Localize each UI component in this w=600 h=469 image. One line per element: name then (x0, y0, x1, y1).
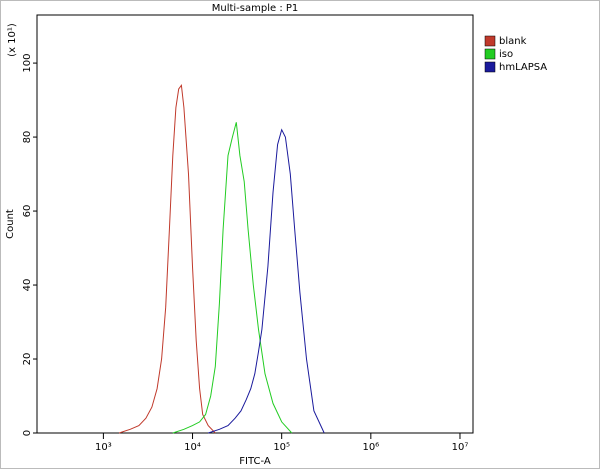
x-axis-label: FITC-A (239, 456, 271, 467)
y-tick-label: 100 (22, 54, 33, 73)
plot-area (36, 14, 474, 434)
legend-label: blank (499, 36, 527, 47)
x-tick-label: 10⁷ (452, 442, 469, 453)
y-tick-label: 20 (22, 353, 33, 366)
x-tick-label: 10⁵ (273, 442, 290, 453)
y-tick-label: 40 (22, 279, 33, 292)
series-line (208, 128, 325, 434)
legend-label: hmLAPSA (499, 62, 547, 73)
y-axis-label: Count (5, 209, 16, 239)
y-tick-label: 80 (22, 131, 33, 144)
legend-swatch (484, 35, 496, 47)
y-multiplier: (x 10¹) (7, 23, 18, 57)
legend-swatch (484, 48, 496, 60)
y-tick-label: 60 (22, 205, 33, 218)
x-tick-label: 10⁴ (184, 442, 201, 453)
series-line (172, 122, 293, 434)
legend-swatch (484, 61, 496, 73)
chart-title: Multi-sample : P1 (212, 3, 299, 14)
series-line (118, 83, 216, 434)
x-tick-label: 10³ (95, 442, 112, 453)
x-tick-label: 10⁶ (362, 442, 379, 453)
y-tick-label: 0 (22, 430, 33, 436)
legend-label: iso (499, 49, 513, 60)
